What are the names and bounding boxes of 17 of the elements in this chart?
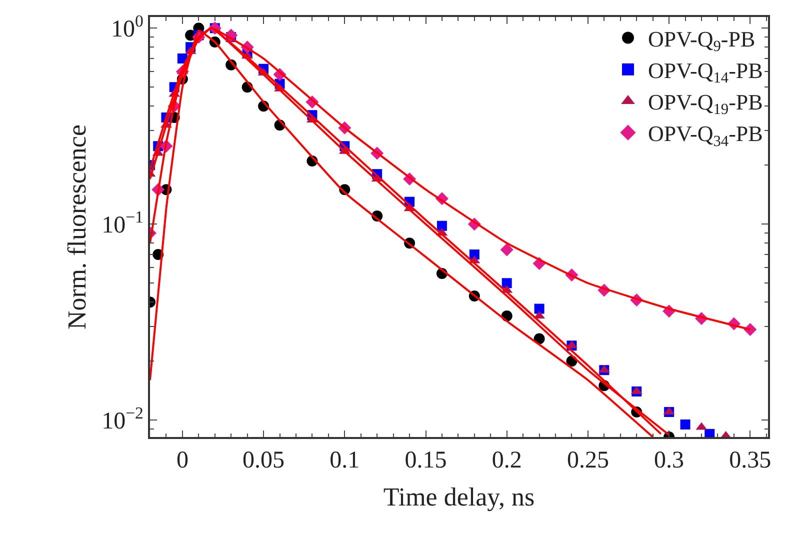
x-tick-label: 0.05 xyxy=(242,448,285,474)
legend-label: OPV-Q$_{9}$-PB xyxy=(648,26,756,55)
x-tick-label: 0.15 xyxy=(404,448,447,474)
x-tick-label: 0 xyxy=(176,448,188,474)
x-tick-label: 0.35 xyxy=(729,448,772,474)
y-tick-label: 10$^{0}$ xyxy=(111,11,144,43)
legend-label: OPV-Q$_{34}$-PB xyxy=(648,121,763,150)
legend-label: OPV-Q$_{14}$-PB xyxy=(648,58,763,87)
y-tick-label: 10$^{−1}$ xyxy=(102,207,144,239)
x-tick-label: 0.1 xyxy=(330,448,360,474)
y-axis-title: Norm. fluorescence xyxy=(62,124,92,330)
y-tick-label: 10$^{−2}$ xyxy=(102,403,144,435)
x-tick-label: 0.25 xyxy=(566,448,609,474)
legend-label: OPV-Q$_{19}$-PB xyxy=(648,90,763,118)
x-tick-label: 0.3 xyxy=(654,448,684,474)
x-axis-title: Time delay, ns xyxy=(383,482,535,512)
x-tick-label: 0.2 xyxy=(492,448,522,474)
